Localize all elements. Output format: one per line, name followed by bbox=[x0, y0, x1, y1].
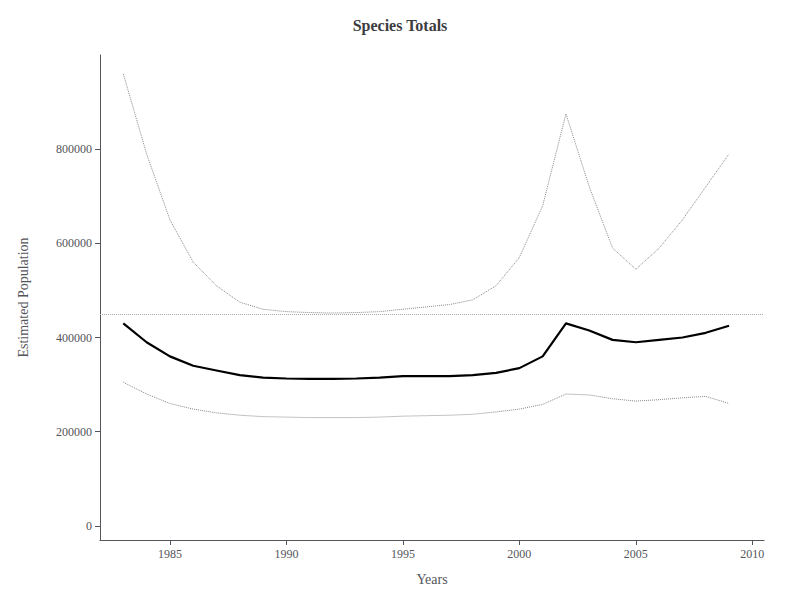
svg-text:2010: 2010 bbox=[740, 547, 764, 561]
svg-text:Years: Years bbox=[416, 572, 447, 587]
svg-text:0: 0 bbox=[86, 519, 92, 533]
svg-text:200000: 200000 bbox=[56, 425, 92, 439]
svg-text:400000: 400000 bbox=[56, 331, 92, 345]
svg-text:600000: 600000 bbox=[56, 236, 92, 250]
svg-text:2000: 2000 bbox=[507, 547, 531, 561]
svg-text:1990: 1990 bbox=[274, 547, 298, 561]
svg-text:2005: 2005 bbox=[624, 547, 648, 561]
svg-text:800000: 800000 bbox=[56, 142, 92, 156]
svg-text:Species Totals: Species Totals bbox=[353, 17, 448, 35]
svg-text:1995: 1995 bbox=[391, 547, 415, 561]
svg-text:Estimated Population: Estimated Population bbox=[16, 237, 31, 357]
svg-text:1985: 1985 bbox=[158, 547, 182, 561]
